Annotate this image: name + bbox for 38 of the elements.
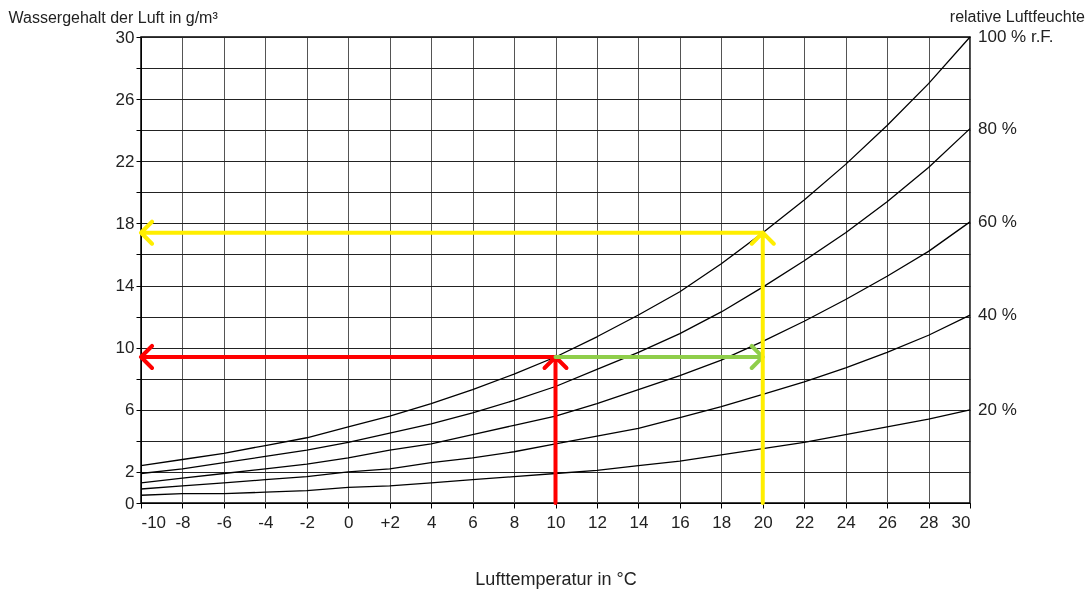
y-tick-label: 2 xyxy=(125,462,135,482)
series-label: 20 % xyxy=(978,399,1017,419)
x-tick-label: 12 xyxy=(587,512,607,532)
x-tick-label: 30 xyxy=(951,512,971,532)
y-tick-label: 30 xyxy=(115,27,135,47)
x-tick-label: -6 xyxy=(216,512,232,532)
y-tick-label: 18 xyxy=(115,213,135,233)
x-tick-label: 0 xyxy=(344,512,354,532)
y-tick-label: 26 xyxy=(115,89,135,109)
y-tick-label: 22 xyxy=(115,151,135,171)
x-tick-label: 10 xyxy=(546,512,566,532)
x-tick-label: -10 xyxy=(141,512,167,532)
x-tick-label: -4 xyxy=(258,512,274,532)
x-tick-label: 18 xyxy=(712,512,732,532)
series-label: 60 % xyxy=(978,211,1017,231)
x-tick-label: 22 xyxy=(795,512,815,532)
x-tick-label: 4 xyxy=(426,512,437,532)
y-tick-label: 14 xyxy=(115,276,135,296)
y-tick-label: 6 xyxy=(125,400,135,420)
y2-axis-title: relative Luftfeuchte xyxy=(949,8,1086,25)
x-tick-label: +2 xyxy=(380,512,400,532)
y-tick-label: 0 xyxy=(125,493,135,513)
x-tick-label: 16 xyxy=(670,512,690,532)
x-tick-label: -2 xyxy=(299,512,315,532)
x-tick-label: 20 xyxy=(753,512,773,532)
x-tick-label: 26 xyxy=(878,512,898,532)
x-tick-label: 28 xyxy=(919,512,939,532)
x-axis-title: Lufttemperatur in °C xyxy=(475,568,637,589)
series-label: 100 % r.F. xyxy=(978,27,1054,46)
x-tick-label: 8 xyxy=(509,512,520,532)
x-tick-label: 6 xyxy=(468,512,478,532)
series-label: 80 % xyxy=(978,118,1017,138)
x-tick-label: -8 xyxy=(175,512,191,532)
x-tick-label: 24 xyxy=(836,512,856,532)
series-label: 40 % xyxy=(978,305,1017,325)
y-tick-label: 10 xyxy=(115,338,135,358)
x-tick-label: 14 xyxy=(629,512,649,532)
y-axis-title: Wassergehalt der Luft in g/m³ xyxy=(8,8,219,26)
